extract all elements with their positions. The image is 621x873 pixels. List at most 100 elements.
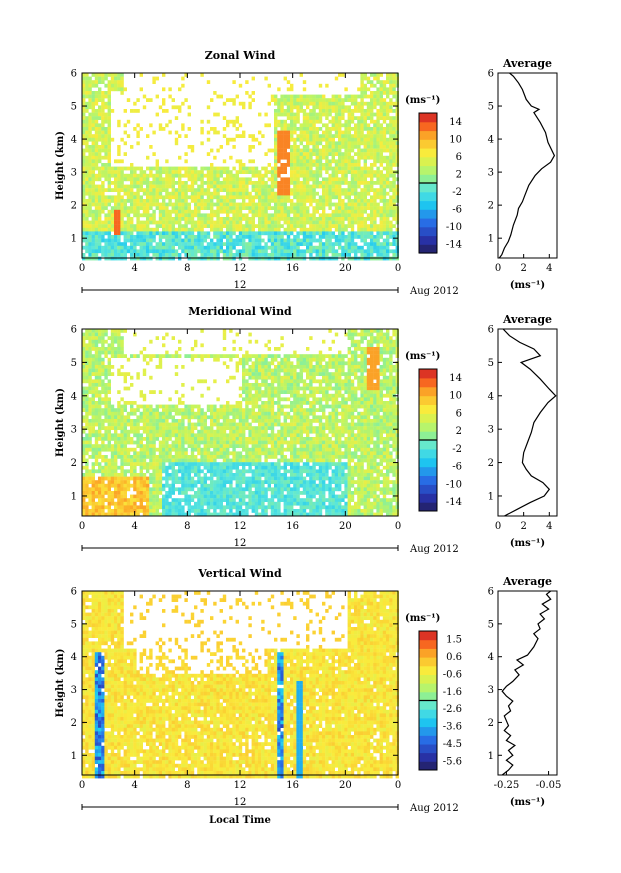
x-tick-label: 4 xyxy=(131,521,137,532)
y-tick-label: 3 xyxy=(71,685,77,696)
colorbar-tick-label: 10 xyxy=(449,134,462,145)
colorbar-segment xyxy=(419,396,437,405)
colorbar-tick-label: -2 xyxy=(452,187,462,198)
colorbar-segment xyxy=(419,753,437,762)
colorbar-tick-label: -10 xyxy=(446,222,462,233)
colorbar-unit: (ms⁻¹) xyxy=(405,95,440,106)
x-tick-label: 4 xyxy=(131,263,137,274)
colorbar-tick-label: -14 xyxy=(446,239,462,250)
colorbar-tick-label: -5.6 xyxy=(443,756,462,767)
x-tick-label: 20 xyxy=(339,263,352,274)
colorbar-tick-label: -4.5 xyxy=(443,739,462,750)
date-label: Aug 2012 xyxy=(409,544,459,555)
y-tick-label: 4 xyxy=(71,135,77,146)
avg-y-tick-label: 3 xyxy=(488,425,494,436)
colorbar-segment xyxy=(419,666,437,675)
average-title: Average xyxy=(502,57,552,70)
avg-y-tick-label: 4 xyxy=(488,391,494,402)
x-tick-label: 0 xyxy=(79,263,85,274)
avg-y-tick-label: 6 xyxy=(488,587,494,598)
heatmap-cells xyxy=(82,73,399,260)
avg-y-tick-label: 4 xyxy=(488,652,494,663)
average-title: Average xyxy=(502,313,552,326)
date-label: Aug 2012 xyxy=(409,286,459,297)
colorbar-segment xyxy=(419,718,437,727)
colorbar-tick-label: -3.6 xyxy=(443,722,462,733)
colorbar-segment xyxy=(419,122,437,131)
colorbar-tick-label: -1.6 xyxy=(443,687,462,698)
x-tick-label: 0 xyxy=(395,521,401,532)
colorbar-segment xyxy=(419,467,437,476)
colorbar-segment xyxy=(419,174,437,183)
y-tick-label: 6 xyxy=(71,325,77,336)
colorbar-unit: (ms⁻¹) xyxy=(405,351,440,362)
colorbar-tick-label: 14 xyxy=(449,373,462,384)
heatmap-cells xyxy=(82,329,399,516)
colorbar-segment xyxy=(419,166,437,175)
colorbar-segment xyxy=(419,449,437,458)
colorbar-segment xyxy=(419,378,437,387)
colorbar-segment xyxy=(419,431,437,440)
avg-y-tick-label: 1 xyxy=(488,751,494,762)
colorbar-segment xyxy=(419,139,437,148)
y-tick-label: 3 xyxy=(71,168,77,179)
colorbar-segment xyxy=(419,761,437,770)
x-tick-label: 16 xyxy=(286,521,299,532)
colorbar-tick-label: -14 xyxy=(446,497,462,508)
chart-title: Meridional Wind xyxy=(188,305,292,318)
y-tick-label: 6 xyxy=(71,69,77,80)
colorbar-segment xyxy=(419,502,437,511)
colorbar-tick-label: 2 xyxy=(456,426,462,437)
average-line xyxy=(499,73,554,258)
colorbar-segment xyxy=(419,413,437,422)
y-tick-label: 3 xyxy=(71,425,77,436)
x-axis-label: Local Time xyxy=(209,815,271,826)
avg-x-tick-label: 4 xyxy=(546,521,552,532)
x-tick-label: 8 xyxy=(184,780,190,791)
colorbar-segment xyxy=(419,657,437,666)
average-line xyxy=(503,329,556,516)
y-tick-label: 5 xyxy=(71,358,77,369)
colorbar-tick-label: -2.6 xyxy=(443,704,462,715)
avg-y-tick-label: 6 xyxy=(488,69,494,80)
avg-y-tick-label: 2 xyxy=(488,718,494,729)
avg-x-tick-label: -0.25 xyxy=(494,780,520,791)
colorbar-segment xyxy=(419,131,437,140)
colorbar-tick-label: 14 xyxy=(449,117,462,128)
colorbar-segment xyxy=(419,648,437,657)
colorbar-segment xyxy=(419,183,437,192)
average-title: Average xyxy=(502,575,552,588)
date-label: Aug 2012 xyxy=(409,803,459,814)
avg-y-tick-label: 3 xyxy=(488,168,494,179)
colorbar-segment xyxy=(419,244,437,253)
colorbar-tick-label: 6 xyxy=(456,408,462,419)
chart-title: Vertical Wind xyxy=(197,567,282,580)
colorbar-segment xyxy=(419,192,437,201)
y-tick-label: 2 xyxy=(71,458,77,469)
colorbar-segment xyxy=(419,674,437,683)
avg-x-tick-label: 0 xyxy=(495,263,501,274)
date-marker: 12 xyxy=(234,797,247,808)
colorbar-tick-label: -2 xyxy=(452,444,462,455)
y-tick-label: 2 xyxy=(71,201,77,212)
colorbar-segment xyxy=(419,709,437,718)
avg-y-tick-label: 4 xyxy=(488,135,494,146)
avg-x-axis-label: (ms⁻¹) xyxy=(510,280,545,291)
y-tick-label: 1 xyxy=(71,491,77,502)
y-axis-label: Height (km) xyxy=(55,388,66,457)
colorbar-tick-label: 10 xyxy=(449,391,462,402)
y-tick-label: 1 xyxy=(71,234,77,245)
x-tick-label: 20 xyxy=(339,521,352,532)
y-tick-label: 2 xyxy=(71,718,77,729)
date-marker: 12 xyxy=(234,280,247,291)
colorbar-tick-label: 1.5 xyxy=(446,635,462,646)
colorbar-tick-label: -10 xyxy=(446,479,462,490)
